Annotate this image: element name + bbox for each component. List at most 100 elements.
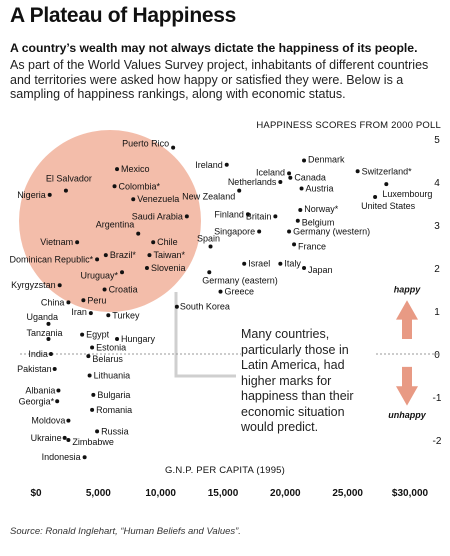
data-point: [66, 418, 71, 423]
unhappy-label: unhappy: [388, 410, 426, 420]
x-tick-label: $0: [30, 488, 42, 499]
point-label: Vietnam: [40, 237, 73, 247]
data-point: [174, 304, 179, 309]
point-label: Turkey: [112, 310, 140, 320]
data-point: [115, 167, 120, 172]
point-label: Greece: [225, 287, 255, 297]
point-label: Iceland: [256, 167, 285, 177]
y-tick-label: -1: [433, 393, 442, 404]
data-point: [66, 438, 71, 442]
data-point: [298, 207, 303, 212]
x-axis-title: G.N.P. PER CAPITA (1995): [165, 465, 285, 476]
point-label: Brazil*: [110, 250, 137, 260]
data-point: [57, 283, 62, 288]
chart-title: A Plateau of Happiness: [10, 4, 237, 27]
data-point: [115, 336, 120, 341]
happy-arrow-icon: [396, 300, 418, 339]
data-point: [273, 214, 278, 219]
point-label: Israel: [248, 259, 270, 269]
data-point: [237, 188, 242, 193]
data-point: [287, 171, 292, 176]
point-label: Georgia*: [19, 396, 55, 406]
y-tick-label: 4: [434, 178, 440, 189]
point-label: Japan: [308, 265, 333, 275]
y-tick-label: 1: [434, 307, 440, 318]
point-label: Switzerland*: [362, 166, 413, 176]
point-label: Nigeria: [17, 190, 46, 200]
data-point: [66, 300, 71, 305]
x-tick-label: $30,000: [392, 488, 429, 499]
point-label: Mexico: [121, 164, 150, 174]
point-label: El Salvador: [46, 174, 92, 184]
data-point: [87, 373, 92, 378]
point-label: Venezuela: [137, 194, 179, 204]
point-label: Uganda: [26, 312, 58, 322]
point-label: Colombia*: [119, 181, 161, 191]
intro-text: As part of the World Values Survey proje…: [10, 58, 429, 101]
point-label: Bulgaria: [97, 390, 130, 400]
data-point: [207, 270, 212, 275]
chart-subtitle: A country’s wealth may not always dictat…: [10, 41, 418, 55]
data-point: [288, 175, 293, 180]
y-tick-label: 0: [434, 350, 440, 361]
point-label: Argentina: [96, 220, 135, 230]
data-point: [112, 184, 117, 189]
point-label: Taiwan*: [153, 250, 185, 260]
y-tick-label: -2: [433, 436, 442, 447]
point-label: Britain: [246, 211, 272, 221]
data-point: [106, 313, 111, 318]
data-point: [373, 195, 378, 200]
happy-label: happy: [394, 285, 421, 295]
y-tick-label: 3: [434, 221, 440, 232]
point-label: Peru: [87, 295, 106, 305]
data-point: [62, 435, 67, 440]
data-point: [80, 332, 85, 337]
data-point: [95, 429, 100, 434]
point-label: Pakistan: [17, 364, 52, 374]
highlight-circle: [19, 130, 201, 312]
point-label: Romania: [96, 405, 132, 415]
point-label: Egypt: [86, 330, 110, 340]
data-point: [131, 197, 136, 202]
data-point: [88, 311, 93, 316]
point-label: Lithuania: [94, 371, 131, 381]
point-label: France: [298, 241, 326, 251]
point-label: South Korea: [180, 302, 230, 312]
data-point: [56, 388, 61, 393]
point-label: Iran: [71, 307, 87, 317]
point-label: Albania: [25, 386, 55, 396]
x-tick-label: 5,000: [86, 488, 111, 499]
x-tick-label: 10,000: [145, 488, 176, 499]
data-point: [302, 158, 307, 163]
data-point: [257, 229, 262, 234]
y-axis-title: HAPPINESS SCORES FROM 2000 POLL: [256, 120, 441, 131]
data-point: [302, 266, 307, 270]
data-point: [218, 289, 223, 294]
data-point: [91, 392, 96, 397]
data-point: [47, 192, 52, 197]
data-point: [147, 253, 152, 258]
point-label: Croatia: [109, 285, 138, 295]
point-label: Germany (western): [293, 226, 370, 236]
data-point: [295, 218, 300, 223]
point-label: Singapore: [214, 226, 255, 236]
data-point: [90, 407, 95, 412]
data-point: [151, 240, 156, 245]
unhappy-arrow-icon: [396, 366, 418, 406]
data-point: [86, 354, 91, 359]
point-label: Germany (eastern): [202, 275, 278, 285]
annotation-note: Many countries, particularly those in La…: [241, 327, 375, 436]
data-point: [55, 399, 60, 404]
point-label: Zimbabwe: [72, 437, 114, 447]
point-label: Norway*: [304, 204, 339, 214]
y-tick-label: 5: [434, 135, 440, 146]
point-label: United States: [361, 201, 416, 211]
data-point: [171, 145, 176, 150]
point-label: Ukraine: [31, 433, 62, 443]
data-point: [95, 257, 100, 262]
data-point: [52, 367, 57, 372]
point-label: Puerto Rico: [122, 139, 169, 149]
point-label: Italy: [284, 259, 301, 269]
point-label: Tanzania: [26, 328, 62, 338]
data-point: [287, 229, 292, 234]
